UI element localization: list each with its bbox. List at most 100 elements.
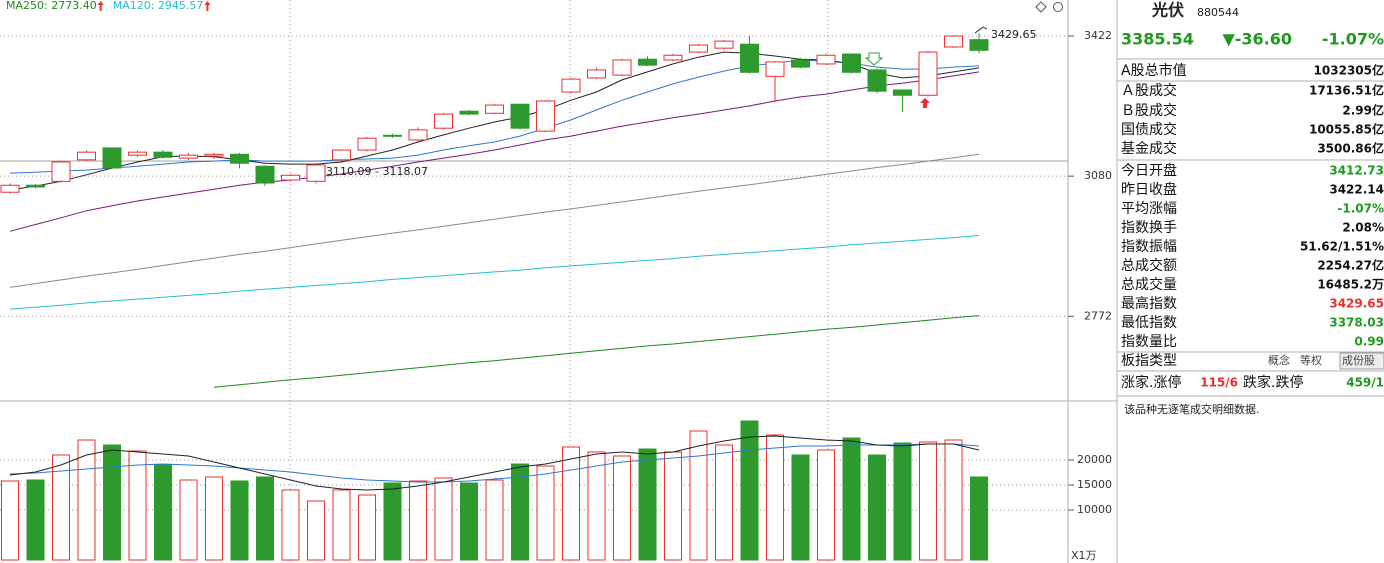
volume-bar xyxy=(230,480,249,561)
row-value: 3422.14 xyxy=(1329,183,1384,197)
type-option[interactable]: 成份股 xyxy=(1342,354,1375,367)
row-value: 3378.03 xyxy=(1329,316,1384,330)
row-value: 3429.65 xyxy=(1329,297,1384,311)
candle-body xyxy=(612,59,632,76)
row-value: 3412.73 xyxy=(1329,164,1384,178)
candle-body xyxy=(434,113,453,129)
candle-body xyxy=(332,149,351,161)
type-option[interactable]: 等权 xyxy=(1300,353,1322,367)
row-label: 平均涨幅 xyxy=(1121,201,1177,217)
legend-entry: MA250: 2773.40 xyxy=(6,0,97,12)
range-annotation: 3110.09 - 3118.07 xyxy=(326,165,428,178)
volume-bar xyxy=(791,454,810,561)
candle-body xyxy=(663,54,683,61)
volume-bar xyxy=(817,449,835,561)
y-tick-label: 2772 xyxy=(1084,309,1112,322)
quote-panel: 光伏 880544 3385.54 ▼-36.60 -1.07% 板指类型 概念… xyxy=(1117,1,1384,416)
row-label: 基金成交 xyxy=(1121,140,1177,157)
row-value: 16485.2万 xyxy=(1317,278,1384,292)
volume-bar xyxy=(103,444,121,561)
candle-body xyxy=(128,151,147,156)
volume-bar xyxy=(154,464,172,561)
row-label: 最低指数 xyxy=(1121,315,1177,331)
row-label: 指数振幅 xyxy=(1121,239,1177,255)
volume-bar xyxy=(128,450,147,561)
row-value: 0.99 xyxy=(1354,335,1384,349)
icon-circle[interactable] xyxy=(1053,2,1063,12)
buy-signal xyxy=(920,98,930,108)
volume-bar xyxy=(485,479,504,561)
candle-body xyxy=(969,39,989,51)
volume-bar xyxy=(434,477,453,561)
ma-line xyxy=(9,235,980,310)
volume-bar xyxy=(536,465,555,561)
volume-bar xyxy=(511,463,529,561)
candle-body xyxy=(944,35,963,48)
volume-bar xyxy=(409,480,427,561)
row-value: 3500.86亿 xyxy=(1317,141,1384,156)
volume-bar xyxy=(332,489,351,561)
candle-body xyxy=(816,54,836,65)
candle-body xyxy=(510,103,530,129)
volume-bar xyxy=(766,434,784,561)
candle-body xyxy=(536,100,555,132)
candle-body xyxy=(179,154,198,159)
candle-body xyxy=(459,110,479,115)
candle-body xyxy=(765,61,785,77)
sell-signal xyxy=(864,52,884,66)
candle-body xyxy=(153,151,173,158)
candle-body xyxy=(26,184,45,188)
volume-bar xyxy=(868,454,886,561)
type-option[interactable]: 概念 xyxy=(1268,353,1290,367)
icon-diamond[interactable] xyxy=(1035,1,1047,13)
ma-line xyxy=(213,315,980,388)
volume-bar xyxy=(52,454,70,561)
legend-entry: MA120: 2945.57 xyxy=(113,0,204,12)
volume-bar xyxy=(893,442,912,561)
volume-bar xyxy=(383,482,402,561)
y-tick-label: 3080 xyxy=(1084,169,1112,182)
row-label: 总成交额 xyxy=(1121,257,1177,274)
volume-bar xyxy=(256,476,274,561)
candle-body xyxy=(714,40,734,49)
volume-bar xyxy=(307,500,325,561)
candle-body xyxy=(77,151,96,161)
volume-bar xyxy=(26,479,45,561)
high-annotation: 3429.65 xyxy=(991,28,1037,41)
row-value: 1032305亿 xyxy=(1314,63,1384,78)
high-marker xyxy=(974,26,988,34)
ma-line xyxy=(9,443,980,483)
note: 该品种无逐笔成交明细数据. xyxy=(1124,402,1260,416)
volume-bar xyxy=(664,451,682,561)
volume-bar xyxy=(1,480,19,561)
row-label: Ｂ股成交 xyxy=(1121,102,1177,119)
row-value: 17136.51亿 xyxy=(1309,83,1384,98)
breadth-value: 115/6 xyxy=(1200,376,1238,390)
volume-bar xyxy=(613,455,631,561)
y-tick-label: 15000 xyxy=(1077,478,1112,491)
candle-body xyxy=(740,43,759,73)
volume-bar xyxy=(77,439,96,561)
row-value: 10055.85亿 xyxy=(1309,122,1384,137)
y-tick-label: 3422 xyxy=(1084,29,1112,42)
breadth-value: 459/1 xyxy=(1346,376,1384,390)
price-change: ▼-36.60 xyxy=(1222,30,1292,49)
volume-bar xyxy=(970,476,988,561)
ma-line xyxy=(9,435,980,491)
candle-body xyxy=(842,53,861,73)
volume-bar xyxy=(740,420,759,561)
security-name: 光伏 xyxy=(1151,1,1184,20)
row-label: 昨日收盘 xyxy=(1121,181,1177,198)
candle-body xyxy=(0,184,20,193)
row-label: Ａ股成交 xyxy=(1121,82,1177,99)
row-value: 2.99亿 xyxy=(1342,103,1384,118)
breadth-label: 跌家.跌停 xyxy=(1243,374,1303,391)
volume-bar xyxy=(689,430,708,561)
candle-body xyxy=(893,89,912,96)
volume-bar xyxy=(587,451,606,561)
candle-body xyxy=(306,164,326,182)
candle-body xyxy=(587,69,606,79)
row-label: 最高指数 xyxy=(1121,295,1177,312)
row-label: 板指类型 xyxy=(1121,353,1177,369)
